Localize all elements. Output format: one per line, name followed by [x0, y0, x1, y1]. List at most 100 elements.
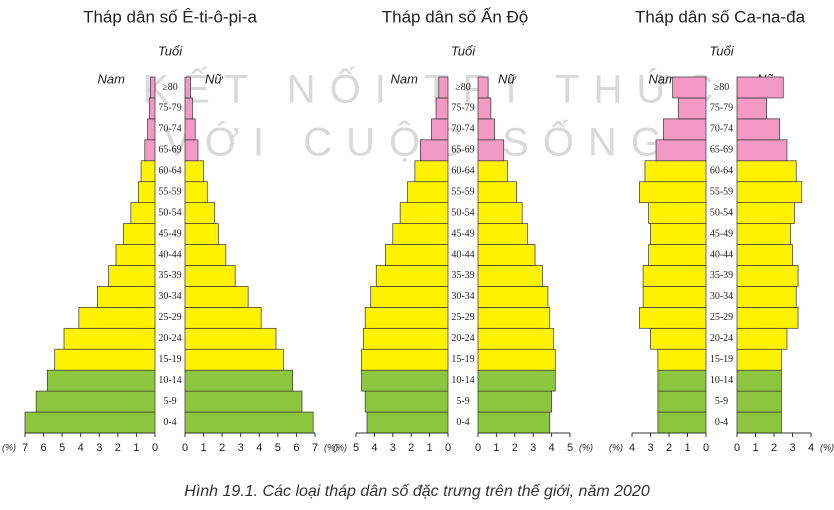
bar-female [184, 76, 191, 99]
bar-female [477, 160, 508, 183]
age-label: 15-19 [158, 354, 181, 365]
age-label: 35-39 [158, 270, 181, 281]
x-tick-label: 1 [493, 442, 499, 454]
age-label: 60-64 [710, 166, 733, 177]
x-tick-label: 0 [152, 442, 158, 454]
bar-female [477, 139, 505, 162]
age-label: 10-14 [710, 375, 733, 386]
age-label: 55-59 [710, 186, 733, 197]
age-label: 30-34 [158, 291, 181, 302]
x-unit: (%) [579, 442, 593, 452]
age-label: 70-74 [158, 124, 181, 135]
x-tick-label: 0 [182, 442, 188, 454]
age-label: 30-34 [451, 291, 474, 302]
age-label: 50-54 [710, 207, 733, 218]
bar-female [184, 181, 208, 203]
bar-male [54, 348, 156, 371]
bar-female [736, 181, 803, 203]
x-tick-label: 1 [427, 442, 433, 454]
age-label: ≥80 [714, 82, 730, 93]
caption: Hình 19.1. Các loại tháp dân số đặc trưn… [184, 483, 650, 500]
x-unit: (%) [333, 442, 347, 452]
bar-female [477, 286, 549, 308]
bar-female [736, 369, 782, 392]
age-label: 70-74 [710, 124, 733, 135]
bar-female [736, 411, 782, 434]
bar-male [677, 97, 707, 120]
x-tick-label: 1 [752, 442, 758, 454]
age-label: 40-44 [451, 249, 474, 260]
x-tick-label: 1 [201, 442, 207, 454]
bar-male [375, 265, 449, 287]
bar-female [184, 118, 196, 141]
x-tick-label: 4 [549, 442, 555, 454]
bar-female [477, 390, 552, 413]
bar-male [407, 181, 449, 203]
age-label: 25-29 [158, 312, 181, 323]
bar-male [370, 286, 449, 308]
x-tick-label: 0 [703, 442, 709, 454]
legend-male: Nam [98, 71, 126, 86]
age-label: 25-29 [451, 312, 474, 323]
age-label: 65-69 [451, 145, 474, 156]
bar-male [361, 348, 449, 371]
age-label: 75-79 [710, 103, 733, 114]
bar-male [364, 390, 449, 413]
bar-male [364, 307, 449, 329]
x-tick-label: 2 [115, 442, 121, 454]
bar-female [477, 244, 536, 266]
bar-female [477, 265, 543, 287]
age-label: 75-79 [451, 103, 474, 114]
bar-female [736, 139, 788, 162]
bar-female [736, 244, 793, 266]
age-label: 35-39 [451, 270, 474, 281]
bar-male [149, 97, 156, 120]
bar-male [35, 390, 156, 413]
bar-male [361, 369, 449, 392]
age-label: 60-64 [451, 166, 474, 177]
bar-female [184, 286, 249, 308]
bar-male [657, 369, 707, 392]
x-unit: (%) [820, 442, 834, 452]
x-unit: (%) [609, 442, 623, 452]
age-label: 10-14 [451, 375, 474, 386]
age-label: 40-44 [710, 249, 733, 260]
y-axis-label: Tuổi [451, 43, 476, 58]
bar-female [184, 244, 227, 266]
bar-male [438, 76, 449, 99]
bar-female [184, 160, 204, 183]
bar-female [477, 348, 556, 371]
bar-male [144, 139, 156, 162]
x-tick-label: 5 [567, 442, 573, 454]
bar-male [672, 76, 707, 99]
bar-female [184, 202, 216, 224]
age-label: 45-49 [158, 228, 181, 239]
x-unit: (%) [2, 442, 16, 452]
bar-male [392, 223, 449, 245]
x-tick-label: 5 [353, 442, 359, 454]
x-tick-label: 2 [408, 442, 414, 454]
bar-male [657, 348, 707, 371]
bar-male [63, 327, 156, 350]
bar-female [184, 139, 199, 162]
age-label: 40-44 [158, 249, 181, 260]
x-tick-label: 3 [390, 442, 396, 454]
age-label: 5-9 [715, 396, 728, 407]
bar-male [115, 244, 156, 266]
chart-title: Tháp dân số Ê-ti-ô-pi-a [83, 7, 257, 26]
bar-male [147, 118, 156, 141]
bar-male [414, 160, 449, 183]
age-label: 30-34 [710, 291, 733, 302]
age-label: 25-29 [710, 312, 733, 323]
bar-female [184, 369, 294, 392]
bar-male [648, 202, 707, 224]
bar-female [184, 265, 236, 287]
x-tick-label: 6 [41, 442, 47, 454]
bar-female [477, 118, 495, 141]
bar-male [366, 411, 449, 434]
bar-male [639, 181, 707, 203]
bar-male [108, 265, 156, 287]
bar-female [477, 76, 489, 99]
watermark: KẾT NỐI TRI THỨC [143, 66, 728, 112]
bar-female [184, 348, 284, 371]
